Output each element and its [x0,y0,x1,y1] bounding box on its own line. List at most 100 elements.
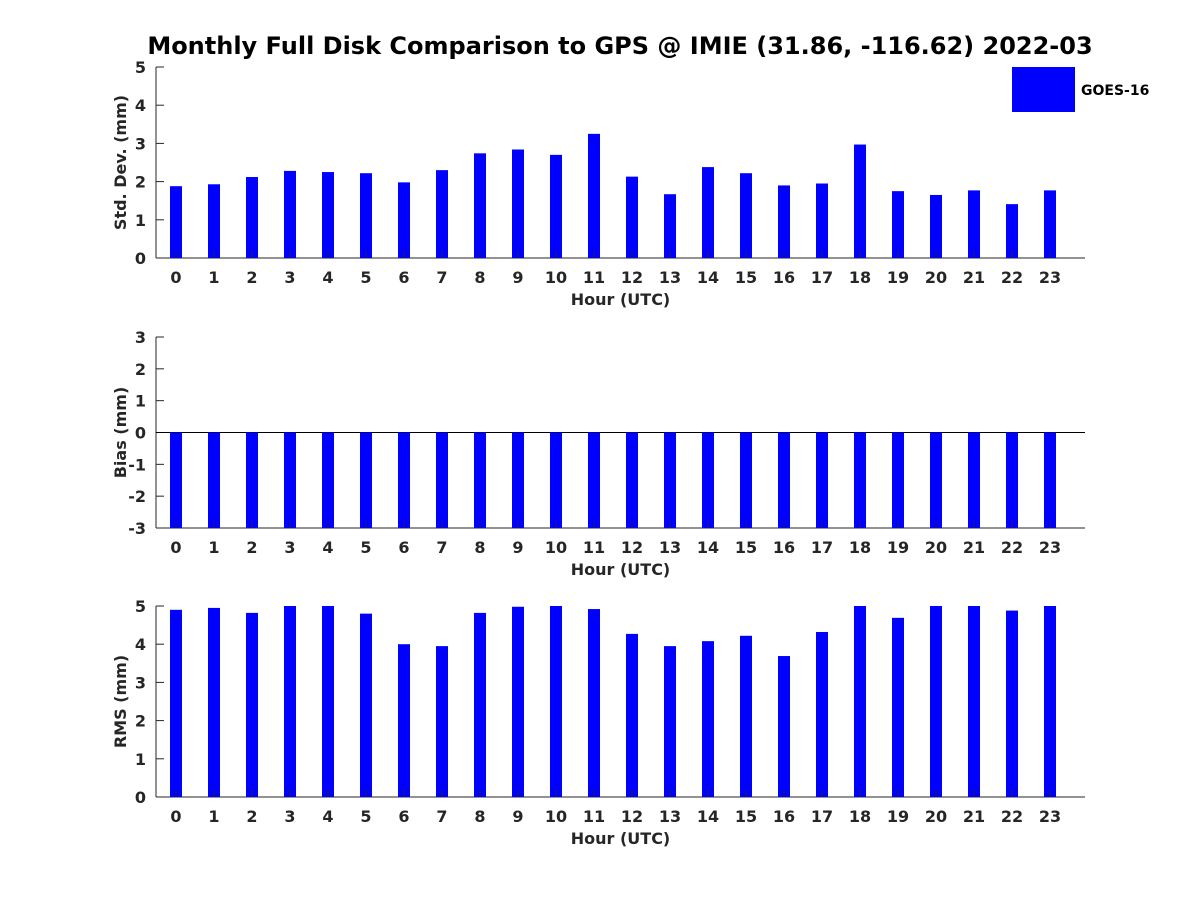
bar-hour-21 [968,432,980,528]
x-tick-label: 11 [583,538,605,557]
bar-hour-9 [512,149,524,258]
x-tick-label: 23 [1039,807,1061,826]
x-tick-label: 16 [773,538,795,557]
x-tick-label: 14 [697,268,719,287]
bar-hour-13 [664,194,676,258]
x-tick-label: 20 [925,538,947,557]
bar-hour-5 [360,613,372,797]
x-axis-label: Hour (UTC) [571,829,671,848]
x-tick-label: 13 [659,807,681,826]
x-tick-label: 0 [170,268,181,287]
y-tick-label: 1 [135,392,146,411]
x-tick-label: 7 [436,538,447,557]
x-tick-label: 12 [621,268,643,287]
x-tick-label: 4 [322,538,333,557]
y-tick-label: 1 [135,211,146,230]
x-tick-label: 17 [811,538,833,557]
bar-hour-22 [1006,610,1018,797]
bar-hour-12 [626,633,638,797]
x-tick-label: 10 [545,538,567,557]
bar-hour-9 [512,432,524,528]
bar-hour-2 [246,432,258,528]
bar-hour-7 [436,432,448,528]
y-tick-label: 5 [135,58,146,77]
bar-hour-21 [968,606,980,797]
bar-hour-10 [550,432,562,528]
bar-hour-8 [474,432,486,528]
bar-hour-3 [284,432,296,528]
bar-hour-4 [322,606,334,797]
bar-hour-4 [322,172,334,258]
x-tick-label: 11 [583,268,605,287]
bar-hour-0 [170,432,182,528]
bar-hour-19 [892,432,904,528]
bar-hour-12 [626,432,638,528]
x-tick-label: 10 [545,807,567,826]
y-tick-label: 4 [135,96,146,115]
y-tick-label: 2 [135,712,146,731]
y-tick-label: -1 [128,455,146,474]
bar-hour-17 [816,432,828,528]
bar-hour-12 [626,176,638,258]
x-tick-label: 22 [1001,268,1023,287]
x-tick-label: 6 [398,538,409,557]
bar-hour-19 [892,191,904,258]
x-tick-label: 19 [887,268,909,287]
x-tick-label: 5 [360,538,371,557]
y-tick-label: 3 [135,328,146,347]
y-tick-label: -3 [128,519,146,538]
x-tick-label: 4 [322,807,333,826]
x-tick-label: 2 [246,807,257,826]
legend-swatch [1012,67,1075,112]
y-tick-label: 1 [135,750,146,769]
bar-hour-19 [892,617,904,797]
x-tick-label: 8 [474,538,485,557]
y-tick-label: 0 [135,788,146,807]
bar-hour-2 [246,177,258,258]
bar-hour-1 [208,607,220,797]
x-tick-label: 5 [360,268,371,287]
bar-hour-1 [208,432,220,528]
x-tick-label: 2 [246,268,257,287]
bar-hour-18 [854,606,866,797]
bar-hour-6 [398,644,410,797]
bar-hour-10 [550,154,562,258]
bar-hour-16 [778,432,790,528]
bar-hour-14 [702,167,714,258]
bar-hour-23 [1044,190,1056,258]
x-tick-label: 22 [1001,538,1023,557]
x-tick-label: 17 [811,807,833,826]
x-tick-label: 16 [773,807,795,826]
x-tick-label: 19 [887,807,909,826]
bar-hour-17 [816,631,828,797]
bar-hour-8 [474,612,486,797]
bar-hour-4 [322,432,334,528]
bar-hour-8 [474,153,486,258]
y-axis-label: RMS (mm) [111,655,130,748]
x-tick-label: 20 [925,807,947,826]
bar-hour-14 [702,641,714,797]
x-tick-label: 14 [697,807,719,826]
y-tick-label: 2 [135,173,146,192]
bar-hour-2 [246,612,258,797]
bar-hour-18 [854,144,866,258]
y-axis-label: Std. Dev. (mm) [111,95,130,230]
bar-hour-16 [778,185,790,258]
x-tick-label: 1 [208,268,219,287]
x-tick-label: 18 [849,268,871,287]
x-tick-label: 9 [512,268,523,287]
x-tick-label: 1 [208,538,219,557]
bar-hour-7 [436,170,448,258]
x-tick-label: 22 [1001,807,1023,826]
bar-hour-0 [170,609,182,797]
bar-hour-21 [968,190,980,258]
x-tick-label: 3 [284,807,295,826]
x-tick-label: 20 [925,268,947,287]
y-tick-label: 3 [135,134,146,153]
x-tick-label: 15 [735,268,757,287]
x-tick-label: 12 [621,538,643,557]
